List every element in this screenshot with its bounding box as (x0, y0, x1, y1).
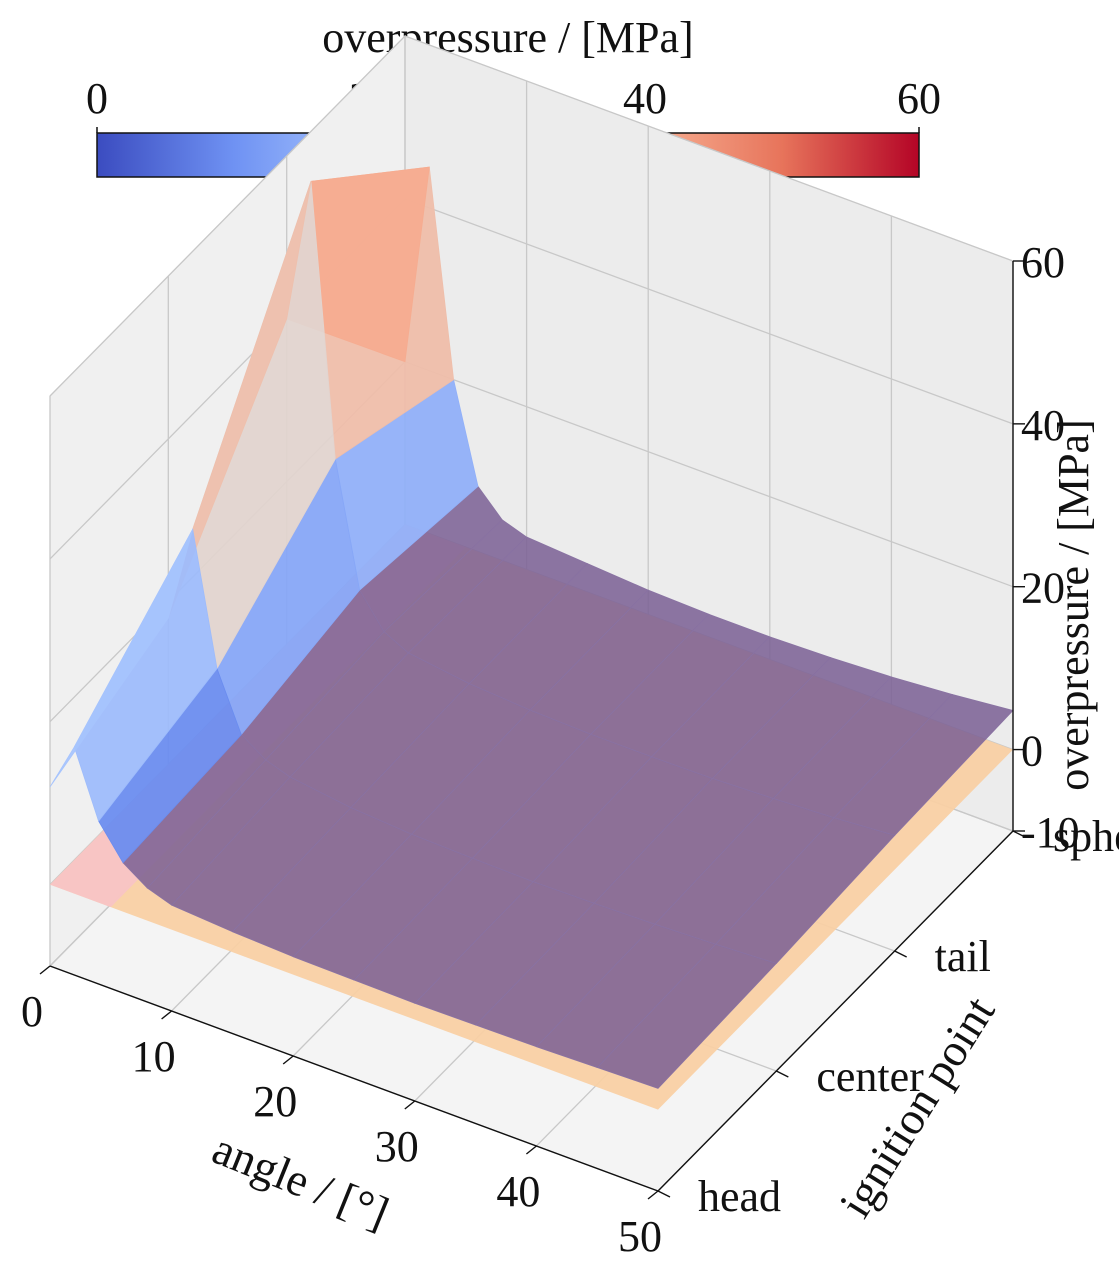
y-tick-label: center (816, 1052, 924, 1101)
x-tick-label: 50 (618, 1212, 662, 1261)
y-tick-label: sphere (1053, 812, 1119, 861)
y-axis-line (657, 830, 1014, 1192)
colorbar-tick-label: 0 (86, 74, 108, 123)
z-tick-label: 40 (1021, 401, 1065, 450)
colorbar-tick-label: 40 (623, 74, 667, 123)
z-tick-label: -10 (1021, 808, 1080, 857)
x-tick-label: 10 (132, 1032, 176, 1081)
z-tick-label: 60 (1021, 238, 1065, 287)
x-tick-label: 30 (375, 1122, 419, 1171)
x-axis-label: angle / [°] (206, 1122, 396, 1238)
x-axis-line (49, 965, 659, 1192)
surface-patch (49, 529, 194, 788)
colorbar-tick-label: 60 (897, 74, 941, 123)
y-tick-label: tail (935, 932, 991, 981)
overpressure-surface (49, 166, 1014, 1089)
x-tick-label: 0 (21, 987, 43, 1036)
z-tick-label: 0 (1021, 727, 1043, 776)
x-tick (282, 1055, 294, 1065)
x-tick (525, 1145, 537, 1155)
y-tick (894, 950, 907, 958)
y-tick (1012, 830, 1026, 838)
x-tick (161, 1010, 173, 1020)
axis-lines (49, 261, 1014, 1192)
colorbar-label: overpressure / [MPa] (322, 13, 693, 62)
x-tick (647, 1190, 659, 1200)
tick-labels: 0 10 20 30 40 50 head center tail sphere-10 0 20 40 6… (21, 238, 1119, 1261)
x-tick-label: 40 (496, 1167, 540, 1216)
z-axis-label: overpressure / [MPa] (1049, 419, 1098, 790)
y-tick-label: head (698, 1172, 781, 1221)
z-tick-label: 20 (1021, 564, 1065, 613)
y-axis-label: ignition point (829, 987, 1004, 1226)
y-tick (776, 1070, 789, 1078)
z-gridline (49, 35, 1014, 397)
y-tick (657, 1190, 671, 1198)
x-tick (39, 965, 51, 975)
x-tick (404, 1100, 416, 1110)
x-tick-label: 20 (253, 1077, 297, 1126)
